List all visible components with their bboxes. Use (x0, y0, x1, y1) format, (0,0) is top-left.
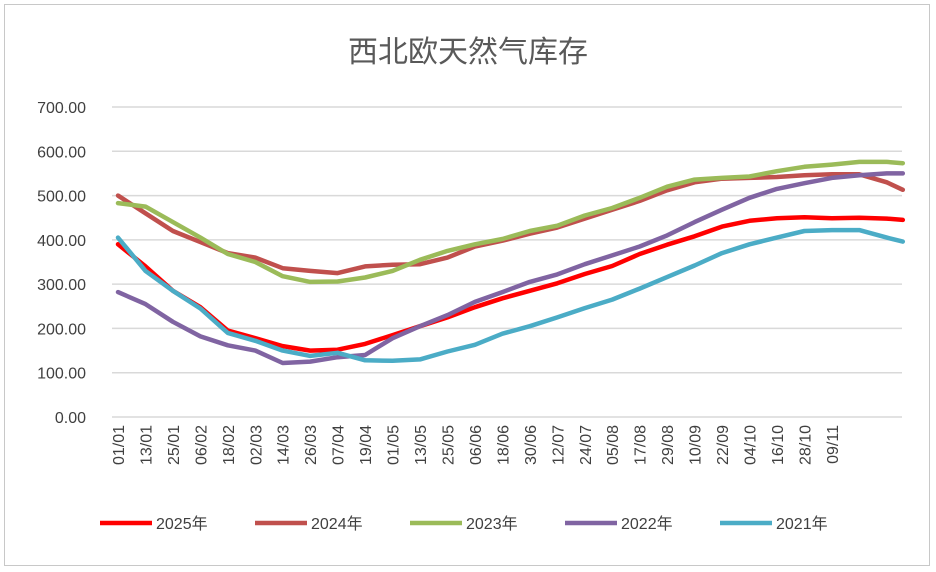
x-tick-label: 12/07 (550, 425, 567, 465)
series-line-2021年 (115, 227, 906, 364)
chart-frame (4, 4, 930, 566)
x-tick-label: 17/08 (633, 425, 650, 465)
legend-label: 2025年 (156, 515, 208, 533)
x-tick-label: 18/02 (221, 425, 238, 465)
x-tick-label: 30/06 (523, 425, 540, 465)
x-tick-label: 05/08 (605, 425, 622, 465)
x-tick-label: 09/11 (825, 425, 842, 464)
x-tick-label: 26/03 (303, 425, 320, 465)
y-tick-label: 600.00 (37, 144, 86, 161)
x-tick-label: 25/05 (440, 425, 457, 465)
x-tick-label: 29/08 (660, 425, 677, 465)
series-line-2025年 (115, 215, 906, 353)
x-tick-label: 18/06 (495, 425, 512, 465)
chart-title: 西北欧天然气库存 (348, 35, 588, 70)
legend-label: 2022年 (621, 515, 673, 533)
y-tick-label: 500.00 (37, 189, 86, 206)
x-tick-label: 25/01 (166, 425, 183, 465)
x-tick-label: 06/06 (468, 425, 485, 465)
x-tick-label: 19/04 (358, 425, 375, 465)
x-tick-label: 04/10 (742, 425, 759, 465)
x-tick-label: 02/03 (248, 425, 265, 465)
x-tick-label: 22/09 (715, 425, 732, 465)
x-tick-label: 01/05 (386, 425, 403, 465)
x-tick-label: 13/05 (413, 425, 430, 465)
x-tick-label: 28/10 (797, 425, 814, 465)
x-tick-label: 16/10 (770, 425, 787, 465)
y-tick-label: 300.00 (37, 277, 86, 294)
x-tick-label: 06/02 (193, 425, 210, 465)
y-tick-label: 200.00 (37, 321, 86, 338)
x-tick-label: 14/03 (276, 425, 293, 465)
x-tick-label: 01/01 (111, 425, 128, 465)
y-tick-label: 400.00 (37, 233, 86, 250)
y-tick-label: 0.00 (55, 410, 86, 427)
y-tick-label: 700.00 (37, 100, 86, 117)
y-tick-label: 100.00 (37, 366, 86, 383)
series-line-2022年 (115, 171, 906, 366)
legend-label: 2023年 (466, 515, 518, 533)
x-tick-label: 13/01 (138, 425, 155, 465)
series-line-2023年 (115, 159, 906, 285)
legend-label: 2021年 (776, 515, 828, 533)
x-tick-label: 24/07 (578, 425, 595, 465)
x-tick-label: 10/09 (688, 425, 705, 465)
x-tick-label: 07/04 (331, 425, 348, 465)
legend-label: 2024年 (311, 515, 363, 533)
